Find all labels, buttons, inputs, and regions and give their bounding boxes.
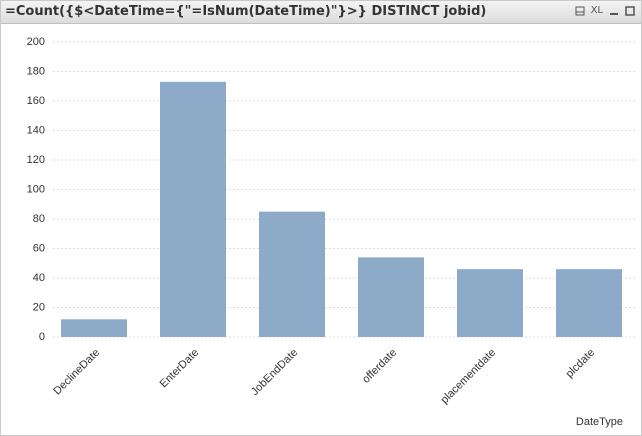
x-tick-label: offerdate	[360, 347, 399, 386]
x-tick-label: EnterDate	[158, 347, 202, 391]
x-tick-label: DeclineDate	[51, 347, 102, 398]
y-tick-label: 60	[33, 242, 45, 254]
x-tick-label: plcdate	[564, 347, 598, 381]
bar	[358, 257, 424, 337]
bar	[259, 211, 325, 337]
x-tick-label: placementdate	[439, 347, 499, 407]
minimize-icon[interactable]	[609, 6, 619, 16]
y-tick-label: 200	[27, 36, 45, 48]
toolbar: XL	[575, 5, 635, 16]
bar	[556, 269, 622, 337]
x-axis-label: DateType	[576, 416, 623, 428]
chart: 0 20 40 60 80 100 120 140 160 180 200 DeclineDate En…	[27, 36, 637, 428]
bar	[160, 81, 226, 337]
y-tick-label: 40	[33, 272, 45, 284]
y-tick-label: 160	[27, 95, 45, 107]
y-tick-label: 0	[39, 331, 45, 343]
y-tick-label: 100	[27, 183, 45, 195]
y-tick-label: 140	[27, 124, 45, 136]
title-bar: =Count({$<DateTime={"=IsNum(DateTime)"}>…	[1, 1, 641, 24]
print-icon[interactable]	[575, 6, 585, 16]
chart-title: =Count({$<DateTime={"=IsNum(DateTime)"}>…	[5, 4, 487, 19]
maximize-icon[interactable]	[625, 5, 635, 16]
y-tick-label: 120	[27, 154, 45, 166]
y-tick-label: 80	[33, 213, 45, 225]
y-tick-label: 180	[27, 65, 45, 77]
y-tick-label: 20	[33, 301, 45, 313]
excel-icon[interactable]: XL	[590, 5, 603, 16]
bar	[61, 319, 127, 337]
x-tick-label: JobEndDate	[249, 347, 300, 398]
bar	[457, 269, 523, 337]
